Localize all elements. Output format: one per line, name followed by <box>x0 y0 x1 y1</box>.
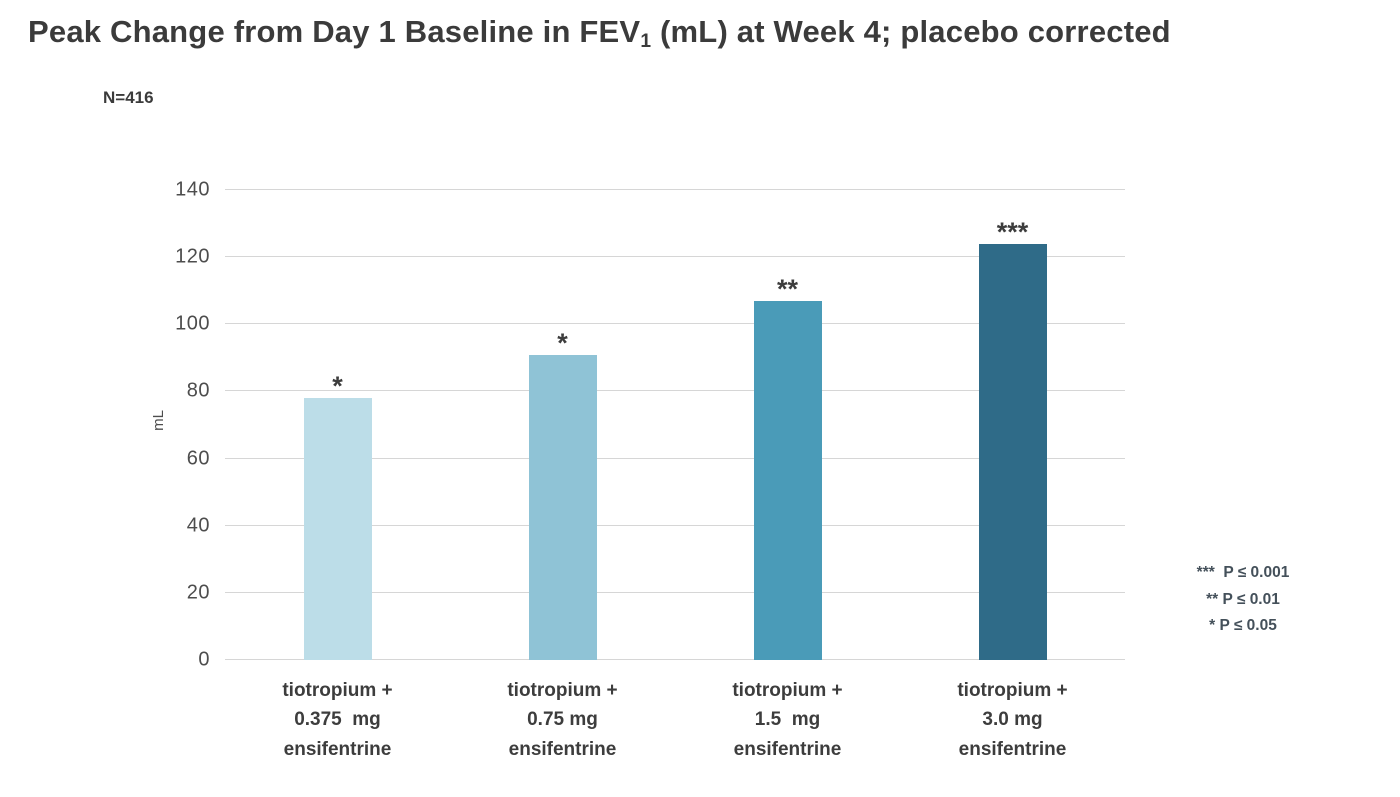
y-tick-label: 0 <box>198 648 210 671</box>
legend-item: *** P ≤ 0.001 <box>1196 564 1290 581</box>
x-axis-labels: tiotropium + 0.375 mg ensifentrine tiotro… <box>225 676 1125 764</box>
y-axis-tick-labels: 0 20 40 60 80 100 120 140 <box>130 179 210 671</box>
gridline <box>225 256 1125 258</box>
gridlines <box>225 189 1125 660</box>
chart-title-pre: Peak Change from Day 1 Baseline in FEV <box>28 14 641 49</box>
bar-group: * <box>225 190 450 660</box>
chart-title-post: (mL) at Week 4; placebo corrected <box>651 14 1171 49</box>
y-tick-label: 80 <box>186 379 210 402</box>
bar-group: * <box>450 190 675 660</box>
gridline <box>225 591 1125 593</box>
y-tick-label: 20 <box>186 581 210 604</box>
bar-group: ** <box>675 190 900 660</box>
bar <box>528 354 597 660</box>
x-axis-label: tiotropium + 0.75 mg ensifentrine <box>507 680 618 760</box>
gridline <box>225 323 1125 325</box>
y-tick-label: 40 <box>186 514 210 537</box>
sample-size-label: N=416 <box>103 88 154 107</box>
y-tick-label: 140 <box>175 178 210 201</box>
significance-marker: * <box>332 371 343 402</box>
chart-title-subscript: 1 <box>640 31 652 53</box>
gridline <box>225 457 1125 459</box>
significance-marker: * <box>557 327 568 358</box>
gridline <box>225 524 1125 526</box>
significance-marker: *** <box>996 216 1029 247</box>
chart-title: Peak Change from Day 1 Baseline in FEV1 … <box>28 14 1171 53</box>
significance-legend: *** P ≤ 0.001 ** P ≤ 0.01 * P ≤ 0.05 <box>1158 560 1328 640</box>
y-tick-label: 100 <box>175 312 210 335</box>
plot-area: * * ** *** <box>225 189 1125 660</box>
legend-item: * P ≤ 0.05 <box>1209 617 1277 635</box>
x-axis-label: tiotropium + 0.375 mg ensifentrine <box>282 680 393 760</box>
y-tick-label: 120 <box>175 245 210 268</box>
gridline <box>225 659 1125 660</box>
significance-marker: ** <box>776 273 798 304</box>
bar <box>303 398 372 660</box>
legend-item: ** P ≤ 0.01 <box>1206 590 1280 608</box>
bar <box>978 243 1047 660</box>
x-axis-label: tiotropium + 3.0 mg ensifentrine <box>957 680 1068 760</box>
gridline <box>225 390 1125 392</box>
gridline <box>225 189 1125 190</box>
bars: * * ** *** <box>225 190 1125 660</box>
y-tick-label: 60 <box>186 447 210 470</box>
bar <box>753 300 822 660</box>
bar-group: *** <box>900 190 1125 660</box>
x-axis-label: tiotropium + 1.5 mg ensifentrine <box>732 680 843 760</box>
